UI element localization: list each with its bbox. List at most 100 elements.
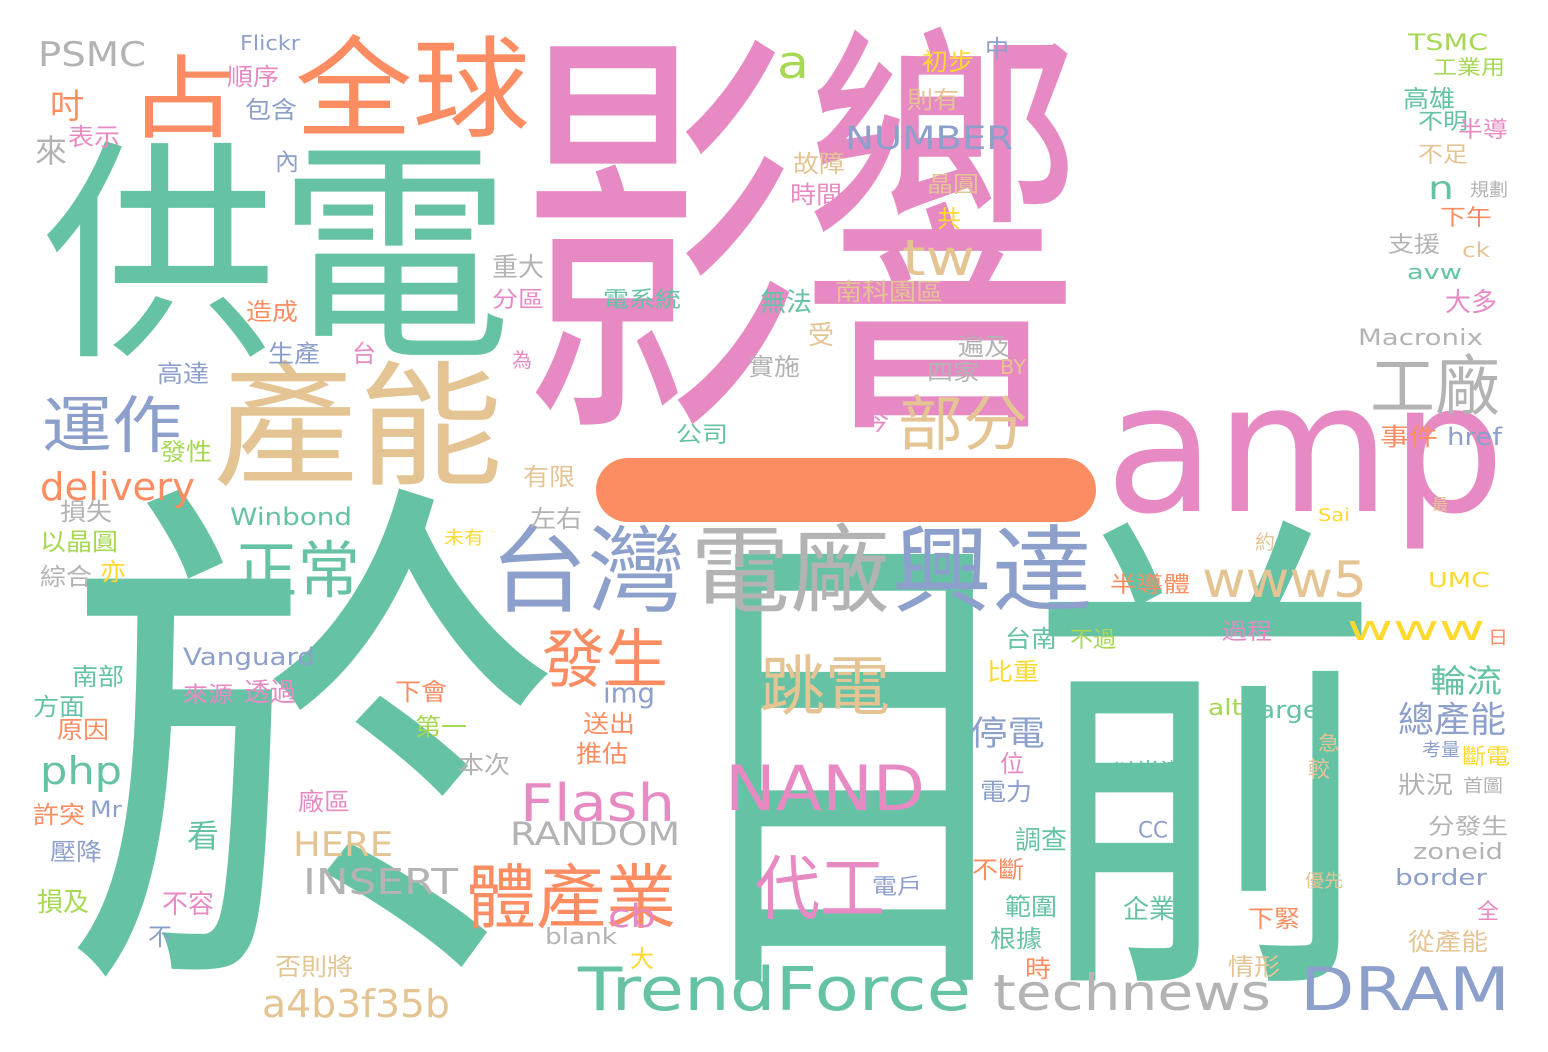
word-cloud-word: 不斷	[972, 856, 1024, 884]
word-cloud-word: 輪流	[1430, 662, 1502, 700]
word-cloud-word: avw	[1407, 260, 1462, 284]
word-cloud-word: php	[40, 749, 122, 793]
word-cloud-word: 時間	[790, 181, 842, 209]
word-cloud-word: 於	[62, 444, 562, 1052]
word-cloud-word: 台南	[1005, 625, 1057, 653]
word-cloud-word: 中	[985, 35, 1009, 63]
word-cloud-word: 目前	[680, 478, 1380, 1052]
word-cloud-word: 以晶圓	[40, 528, 118, 556]
word-cloud-word: 高雄	[1403, 85, 1455, 113]
word-cloud-word: Flash	[520, 774, 675, 834]
word-cloud-word: 四家	[927, 361, 979, 386]
word-cloud-word: 體產業	[466, 857, 676, 939]
word-cloud-word: cb	[608, 897, 656, 935]
word-cloud-word: 分區	[492, 288, 544, 313]
word-cloud-word: PSMC	[38, 35, 146, 75]
word-cloud-word: 高達	[157, 360, 209, 388]
word-cloud-word: 來	[35, 132, 67, 170]
word-cloud-word: amp	[1105, 345, 1505, 554]
word-cloud-word: 約	[1255, 530, 1275, 554]
word-cloud-word: 大	[630, 945, 654, 973]
word-cloud-word: 南部	[72, 663, 124, 691]
word-cloud-word: CC	[1138, 817, 1168, 844]
word-cloud-word: 原因	[57, 716, 109, 744]
word-cloud-word: 送出	[583, 710, 635, 738]
word-cloud-word: 故障	[793, 150, 845, 178]
word-cloud-word: border	[1395, 866, 1487, 891]
word-cloud-word: a4b3f35b	[262, 982, 450, 1026]
word-cloud-word: 左右	[530, 505, 582, 533]
word-cloud-word: 部分	[898, 390, 1028, 460]
word-cloud-word: 狀況	[1398, 771, 1453, 799]
word-cloud-word: 全	[1477, 900, 1499, 925]
word-cloud-word: NUMBER	[845, 119, 1013, 157]
word-cloud-word: 位	[1000, 750, 1024, 778]
word-cloud-word: 考量	[1422, 740, 1460, 761]
word-cloud-word: href	[1447, 423, 1502, 451]
word-cloud-word: Macronix	[1358, 326, 1483, 351]
word-cloud-word: 看	[187, 817, 219, 855]
word-cloud-word: 較	[1308, 758, 1330, 783]
word-cloud-word: 推估	[576, 740, 628, 768]
word-cloud-word: 不明	[1418, 110, 1468, 135]
word-cloud-word: 有限	[523, 463, 575, 491]
word-cloud-word: 下午	[1440, 206, 1492, 231]
word-cloud-word: TSMC	[1408, 31, 1488, 56]
word-cloud-word: 發生	[542, 622, 668, 698]
word-cloud-word: 下緊	[1248, 905, 1300, 933]
word-cloud-word: 產能	[213, 349, 503, 506]
word-cloud-word: Flickr	[240, 31, 300, 55]
word-cloud-word: 範圍	[1005, 893, 1057, 921]
word-cloud-word: 不容	[162, 890, 214, 920]
word-cloud-word: 支援	[1388, 233, 1440, 258]
word-cloud-word: RANDOM	[510, 815, 680, 853]
word-cloud-word: 大多	[1445, 288, 1497, 318]
word-cloud-word: 過程	[1222, 620, 1272, 645]
word-cloud-word: 台	[352, 340, 376, 368]
word-cloud-word: blank	[545, 925, 617, 950]
word-cloud-word: NAND	[725, 752, 925, 825]
word-cloud-word: 急	[1318, 731, 1340, 755]
word-cloud-word: 從產能	[1408, 928, 1488, 956]
word-cloud-word: 否則將	[275, 953, 353, 981]
word-cloud-word: 綜合	[40, 563, 92, 591]
word-cloud-word: 亦	[100, 558, 126, 586]
word-cloud-word: 表示	[68, 123, 120, 151]
word-cloud-word: delivery	[40, 465, 195, 509]
word-cloud-word: 總產能	[1398, 700, 1506, 741]
word-cloud-word: 半導	[1458, 118, 1508, 143]
word-cloud-word: technews	[993, 964, 1271, 1022]
word-cloud-word: 分發生	[1428, 815, 1508, 840]
word-cloud-word: 供電	[42, 121, 512, 394]
word-cloud-word: BY	[1000, 355, 1026, 379]
word-cloud-word: 跳電	[760, 650, 890, 725]
word-cloud-word: 共	[937, 205, 961, 233]
word-cloud-word: 內	[275, 148, 299, 176]
word-cloud-word: ck	[1462, 238, 1490, 262]
word-cloud-word: DRAM	[1300, 955, 1510, 1025]
word-cloud-word: zoneid	[1413, 840, 1503, 865]
word-cloud-word: alt	[1208, 696, 1242, 721]
word-cloud-word: 受	[808, 321, 834, 351]
word-cloud-word: INSERT	[303, 862, 458, 903]
word-cloud-word: TrendForce	[578, 955, 971, 1025]
word-cloud-word: 包含	[245, 96, 297, 124]
word-cloud-word: 情形	[1228, 953, 1280, 981]
word-cloud-word: 半導體	[1110, 573, 1190, 598]
word-cloud-word: 順序	[227, 63, 279, 91]
word-cloud-word: 規劃	[1470, 180, 1508, 201]
word-cloud-word: 最	[1432, 495, 1448, 514]
word-cloud-word: HERE	[293, 825, 393, 865]
word-cloud-word: 為	[512, 348, 532, 372]
word-cloud-word: 斷電	[1462, 745, 1510, 770]
word-cloud-word: 晶圓	[927, 173, 979, 198]
word-cloud-word: 則有	[907, 86, 959, 114]
word-cloud-word: 今	[865, 408, 889, 436]
word-cloud-word: 損及	[37, 888, 89, 918]
word-cloud-word: Winbond	[230, 503, 352, 531]
word-cloud-word: 重大	[492, 253, 544, 283]
word-cloud-word: 方面	[33, 693, 85, 721]
word-cloud-word: 調查	[1015, 826, 1067, 856]
word-cloud-word: 占	[128, 47, 238, 152]
